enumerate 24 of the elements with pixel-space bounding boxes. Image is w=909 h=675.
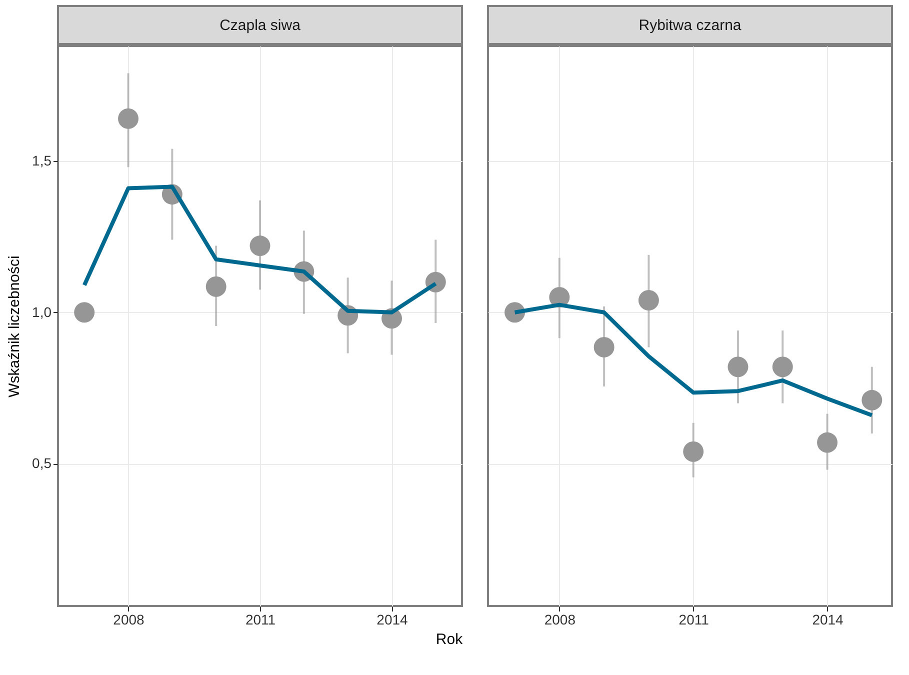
point: [638, 290, 659, 310]
point: [74, 302, 95, 323]
y-axis-title: Wskaźnik liczebności: [6, 256, 24, 398]
x-tick-label: 2014: [812, 612, 844, 628]
y-tick-label: 0,5: [32, 455, 52, 472]
x-tick-label: 2014: [376, 612, 408, 628]
point: [862, 390, 882, 410]
point: [817, 432, 838, 453]
y-tick-label: 1,0: [32, 304, 52, 320]
x-axis-title: Rok: [436, 631, 464, 648]
point: [728, 356, 748, 378]
point: [118, 108, 139, 129]
point: [772, 356, 793, 378]
point: [250, 236, 270, 256]
x-tick-label: 2008: [113, 612, 145, 628]
point: [594, 336, 614, 358]
chart-title: Rybitwa czarna: [638, 17, 742, 34]
chart-title: Czapla siwa: [220, 17, 302, 34]
x-tick-label: 2008: [544, 612, 576, 628]
point: [683, 441, 704, 462]
point: [206, 276, 226, 297]
x-tick-label: 2011: [678, 612, 710, 628]
x-tick-label: 2011: [245, 612, 276, 628]
y-tick-label: 1,5: [32, 152, 52, 169]
